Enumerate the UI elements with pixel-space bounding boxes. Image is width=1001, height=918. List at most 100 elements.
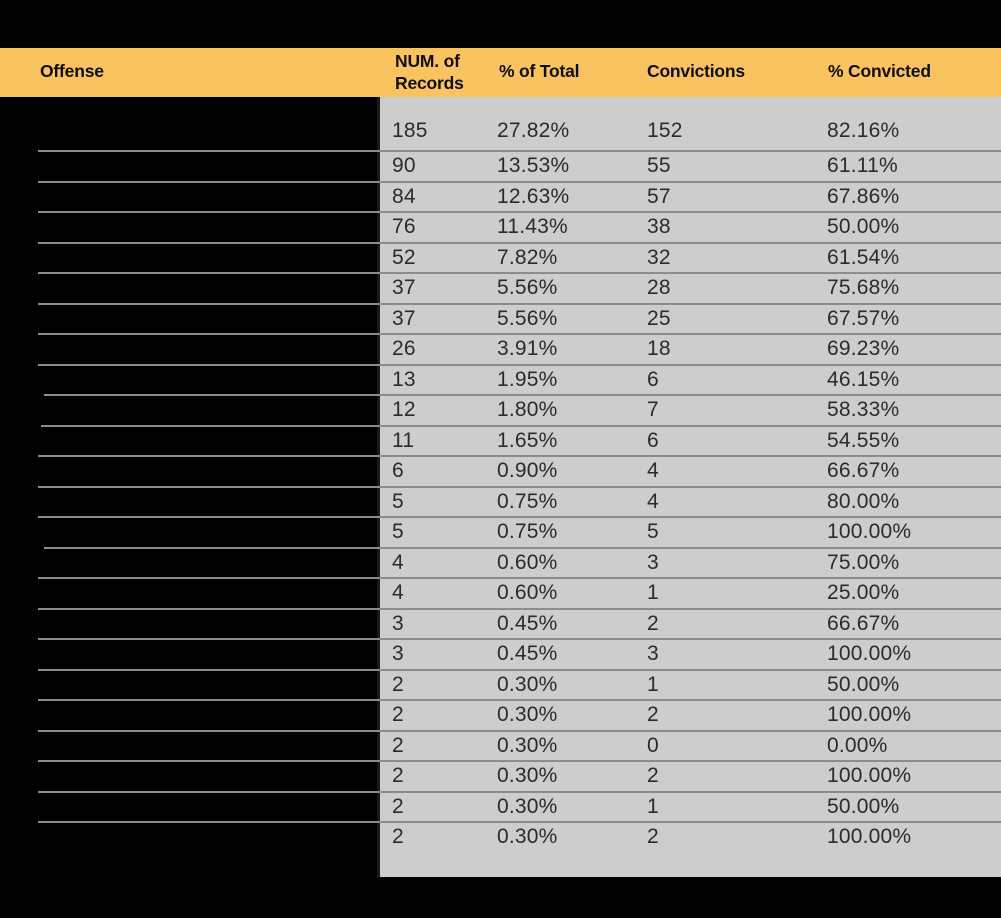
column-header-offense[interactable]: Offense bbox=[40, 61, 104, 81]
table-header-row: Offense NUM. of Records % of Total Convi… bbox=[0, 48, 1001, 97]
cell-convictions: 1 bbox=[647, 794, 659, 818]
table-row[interactable]: 26 3.91% 18 69.23% bbox=[0, 335, 1001, 366]
offense-cell-redacted bbox=[0, 548, 377, 579]
table-row[interactable]: 52 7.82% 32 61.54% bbox=[0, 243, 1001, 274]
table-row[interactable]: 4 0.60% 1 25.00% bbox=[0, 579, 1001, 610]
table-row[interactable]: 2 0.30% 2 100.00% bbox=[0, 762, 1001, 793]
cell-convictions: 2 bbox=[647, 764, 659, 787]
row-separator bbox=[38, 211, 1001, 213]
column-header-convictions[interactable]: Convictions bbox=[647, 61, 745, 81]
offense-cell-redacted bbox=[0, 274, 377, 305]
cell-num-records: 3 bbox=[392, 611, 404, 635]
table-row[interactable]: 37 5.56% 28 75.68% bbox=[0, 274, 1001, 305]
cell-pct-convicted: 66.67% bbox=[827, 459, 900, 482]
row-separator bbox=[38, 699, 1001, 701]
offense-cell-redacted bbox=[0, 670, 377, 701]
cell-convictions: 32 bbox=[647, 245, 671, 269]
cell-convictions: 152 bbox=[647, 119, 683, 142]
table-row[interactable]: 12 1.80% 7 58.33% bbox=[0, 396, 1001, 427]
offense-cell-redacted bbox=[0, 304, 377, 335]
table-row[interactable]: 90 13.53% 55 61.11% bbox=[0, 152, 1001, 183]
table-row[interactable]: 5 0.75% 5 100.00% bbox=[0, 518, 1001, 549]
table-row[interactable]: 4 0.60% 3 75.00% bbox=[0, 548, 1001, 579]
cell-pct-convicted: 25.00% bbox=[827, 581, 900, 604]
cell-num-records: 5 bbox=[392, 489, 404, 513]
cell-pct-convicted: 100.00% bbox=[827, 825, 912, 848]
table-row[interactable]: 2 0.30% 0 0.00% bbox=[0, 731, 1001, 762]
cell-convictions: 2 bbox=[647, 703, 659, 726]
cell-pct-of-total: 27.82% bbox=[497, 119, 570, 142]
cell-convictions: 18 bbox=[647, 337, 671, 360]
cell-pct-convicted: 50.00% bbox=[827, 672, 900, 696]
cell-pct-convicted: 66.67% bbox=[827, 611, 900, 635]
column-header-pct-convicted[interactable]: % Convicted bbox=[828, 61, 931, 81]
table-row[interactable]: 3 0.45% 2 66.67% bbox=[0, 609, 1001, 640]
cell-num-records: 90 bbox=[392, 154, 416, 177]
table-row[interactable]: 84 12.63% 57 67.86% bbox=[0, 182, 1001, 213]
offense-cell-redacted bbox=[0, 335, 377, 366]
cell-num-records: 3 bbox=[392, 642, 404, 665]
cell-pct-convicted: 100.00% bbox=[827, 764, 912, 787]
table-row[interactable]: 11 1.65% 6 54.55% bbox=[0, 426, 1001, 457]
cell-num-records: 6 bbox=[392, 459, 404, 482]
cell-num-records: 4 bbox=[392, 550, 404, 574]
row-separator bbox=[38, 272, 1001, 274]
cell-pct-of-total: 0.45% bbox=[497, 611, 558, 635]
cell-pct-of-total: 0.60% bbox=[497, 550, 558, 574]
row-separator bbox=[38, 790, 1001, 793]
table-row[interactable]: 3 0.45% 3 100.00% bbox=[0, 640, 1001, 671]
cell-pct-convicted: 0.00% bbox=[827, 733, 888, 757]
cell-pct-of-total: 5.56% bbox=[497, 276, 558, 299]
offense-cell-redacted bbox=[0, 518, 377, 549]
table-row[interactable]: 2 0.30% 2 100.00% bbox=[0, 823, 1001, 854]
table-row[interactable]: 185 27.82% 152 82.16% bbox=[0, 105, 1001, 152]
cell-num-records: 2 bbox=[392, 794, 404, 818]
cell-num-records: 76 bbox=[392, 215, 416, 238]
table-row[interactable]: 13 1.95% 6 46.15% bbox=[0, 365, 1001, 396]
cell-convictions: 4 bbox=[647, 459, 659, 482]
offense-cell-redacted bbox=[0, 823, 377, 854]
cell-num-records: 84 bbox=[392, 184, 416, 208]
offense-cell-redacted bbox=[0, 213, 377, 244]
cell-pct-convicted: 67.86% bbox=[827, 184, 900, 208]
cell-pct-convicted: 58.33% bbox=[827, 398, 900, 421]
cell-pct-convicted: 100.00% bbox=[827, 642, 912, 665]
table-row[interactable]: 2 0.30% 1 50.00% bbox=[0, 792, 1001, 823]
cell-pct-convicted: 82.16% bbox=[827, 119, 900, 142]
cell-convictions: 3 bbox=[647, 550, 659, 574]
offense-cell-redacted bbox=[0, 396, 377, 427]
table-row[interactable]: 76 11.43% 38 50.00% bbox=[0, 213, 1001, 244]
table-row[interactable]: 37 5.56% 25 67.57% bbox=[0, 304, 1001, 335]
table-row[interactable]: 6 0.90% 4 66.67% bbox=[0, 457, 1001, 488]
column-header-num-of-records[interactable]: NUM. of Records bbox=[395, 51, 464, 93]
cell-num-records: 2 bbox=[392, 825, 404, 848]
row-separator bbox=[38, 577, 1001, 579]
cell-num-records: 2 bbox=[392, 703, 404, 726]
cell-convictions: 38 bbox=[647, 215, 671, 238]
row-separator bbox=[38, 485, 1001, 488]
cell-pct-of-total: 3.91% bbox=[497, 337, 558, 360]
cell-convictions: 25 bbox=[647, 306, 671, 330]
table-row[interactable]: 5 0.75% 4 80.00% bbox=[0, 487, 1001, 518]
cell-pct-of-total: 0.75% bbox=[497, 520, 558, 543]
table-row[interactable]: 2 0.30% 1 50.00% bbox=[0, 670, 1001, 701]
offense-cell-redacted bbox=[0, 731, 377, 762]
row-separator bbox=[38, 760, 1001, 762]
row-separator bbox=[38, 516, 1001, 518]
cell-num-records: 13 bbox=[392, 367, 416, 391]
table-row[interactable]: 2 0.30% 2 100.00% bbox=[0, 701, 1001, 732]
cell-num-records: 26 bbox=[392, 337, 416, 360]
cell-pct-convicted: 61.54% bbox=[827, 245, 900, 269]
cell-pct-convicted: 50.00% bbox=[827, 215, 900, 238]
cell-pct-convicted: 46.15% bbox=[827, 367, 900, 391]
offense-cell-redacted bbox=[0, 105, 377, 152]
column-header-pct-of-total[interactable]: % of Total bbox=[499, 61, 580, 81]
cell-num-records: 2 bbox=[392, 672, 404, 696]
cell-convictions: 4 bbox=[647, 489, 659, 513]
row-separator bbox=[44, 394, 1001, 396]
offense-cell-redacted bbox=[0, 243, 377, 274]
cell-pct-of-total: 12.63% bbox=[497, 184, 570, 208]
offense-cell-redacted bbox=[0, 609, 377, 640]
offense-cell-redacted bbox=[0, 365, 377, 396]
